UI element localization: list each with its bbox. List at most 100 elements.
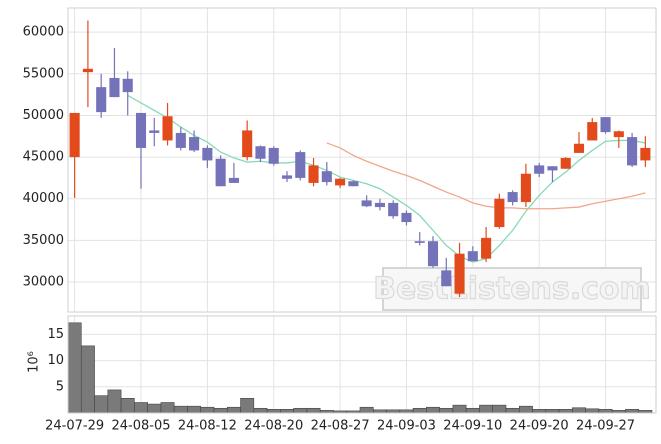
x-tick-label: 24-08-27 — [311, 419, 370, 434]
volume-bar — [572, 407, 586, 414]
candle-body — [242, 130, 253, 158]
candle-body — [520, 173, 531, 203]
volume-bar — [266, 409, 281, 414]
volume-bar — [479, 404, 494, 414]
volume-bar — [505, 407, 520, 414]
x-tick-label: 24-09-03 — [377, 419, 436, 434]
candle-body — [640, 147, 651, 161]
volume-bar — [240, 398, 255, 414]
x-tick-label: 24-09-20 — [510, 419, 569, 434]
volume-tick-label: 10 — [47, 353, 64, 368]
volume-bar — [173, 405, 188, 414]
candle-body — [135, 112, 147, 148]
volume-bar — [107, 389, 122, 414]
watermark: BestListens.com — [373, 272, 651, 307]
moving-average-line — [326, 142, 646, 210]
volume-frame — [67, 315, 657, 414]
volume-bar — [439, 407, 454, 414]
candle-body — [295, 152, 306, 178]
volume-bar — [67, 322, 82, 414]
volume-bar — [518, 405, 533, 414]
volume-bar — [213, 407, 228, 414]
candle-body — [96, 87, 107, 113]
volume-bar — [426, 406, 440, 414]
candle-body — [202, 147, 213, 161]
candle-body — [427, 241, 439, 267]
volume-bar — [147, 403, 162, 414]
candle-body — [414, 241, 425, 243]
candle-body — [175, 132, 186, 148]
candle-body — [189, 137, 200, 151]
volume-tick-label: 5 — [56, 379, 64, 394]
candle-body — [494, 198, 505, 228]
volume-bar — [226, 406, 241, 414]
volume-bar — [200, 406, 215, 414]
moving-average-line — [127, 94, 646, 263]
candle-body — [109, 77, 120, 98]
candle-body — [481, 237, 492, 259]
volume-bar — [585, 408, 600, 414]
volume-bar — [545, 409, 560, 414]
candle-body — [149, 130, 160, 133]
candle-body — [321, 171, 332, 183]
y-tick-label: 40000 — [23, 191, 64, 206]
candle-body — [82, 68, 93, 73]
candle-body — [573, 143, 585, 153]
candle-body — [388, 202, 399, 217]
candle-body — [348, 181, 359, 187]
candle-body — [587, 122, 598, 141]
x-tick-label: 24-09-27 — [576, 419, 635, 434]
candle-body — [374, 202, 385, 208]
volume-bar — [120, 398, 135, 414]
volume-bar — [253, 407, 268, 414]
volume-bar — [452, 404, 467, 414]
y-tick-label: 45000 — [23, 150, 64, 165]
candle-body — [361, 200, 372, 207]
price-frame — [67, 7, 657, 313]
candle-body — [335, 178, 346, 186]
volume-bar — [80, 345, 95, 414]
candle-body — [268, 147, 279, 164]
volume-bar — [160, 402, 175, 414]
volume-bar — [134, 402, 148, 414]
volume-bar — [625, 409, 640, 414]
volume-axis-label: 10⁶ — [27, 351, 42, 373]
y-tick-label: 35000 — [23, 233, 64, 248]
candle-body — [122, 78, 133, 93]
candle-body — [627, 137, 638, 166]
x-tick-label: 24-09-10 — [443, 419, 502, 434]
volume-bar — [598, 409, 613, 414]
volume-tick-label: 15 — [47, 327, 64, 342]
candle-body — [454, 253, 465, 294]
y-tick-label: 30000 — [23, 275, 64, 290]
candle-body — [507, 192, 518, 203]
volume-bar — [94, 395, 109, 414]
candle-body — [162, 116, 173, 141]
x-tick-label: 24-08-20 — [244, 419, 303, 434]
volume-bar — [306, 407, 321, 414]
candle-body — [560, 157, 571, 169]
candle-body — [534, 165, 545, 174]
candle-body — [215, 158, 226, 187]
volume-bar — [465, 407, 480, 414]
volume-bar — [293, 407, 308, 414]
watermark-box — [382, 267, 642, 311]
y-tick-label: 60000 — [23, 25, 64, 40]
candle-body — [401, 212, 412, 223]
volume-bar — [492, 404, 507, 414]
candle-body — [255, 146, 266, 159]
y-tick-label: 55000 — [23, 66, 64, 81]
y-tick-label: 50000 — [23, 108, 64, 123]
candle-body — [228, 177, 239, 183]
candle-body — [281, 175, 293, 179]
x-tick-label: 24-07-29 — [45, 419, 104, 434]
candle-body — [308, 165, 319, 183]
volume-bar — [187, 405, 202, 414]
candle-body — [613, 131, 624, 138]
candle-body — [547, 166, 558, 171]
x-tick-label: 24-08-05 — [111, 419, 170, 434]
volume-bar — [280, 409, 294, 414]
volume-bar — [412, 407, 427, 414]
volume-bar — [558, 409, 573, 414]
